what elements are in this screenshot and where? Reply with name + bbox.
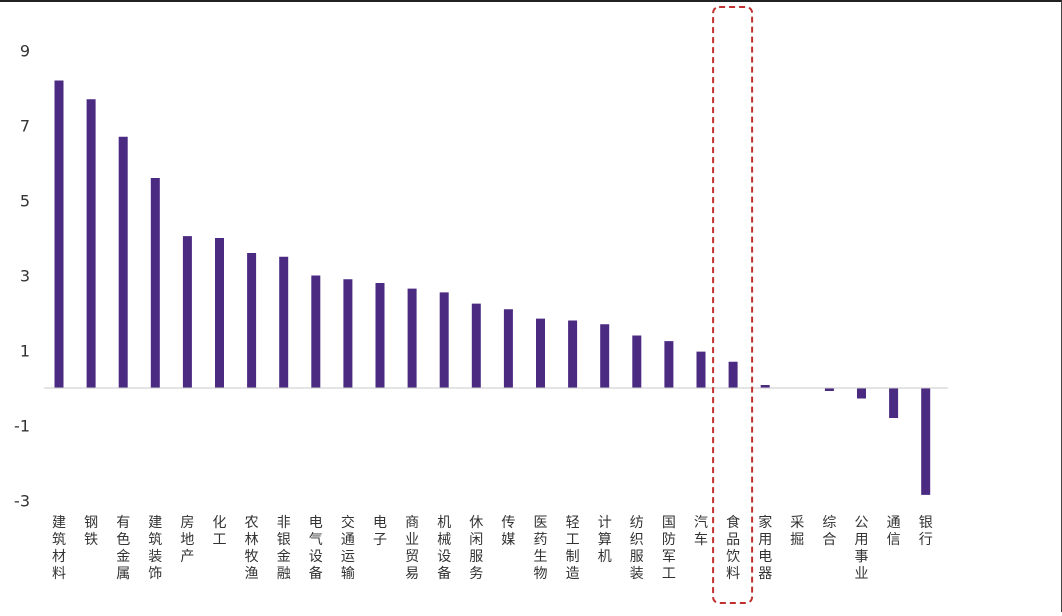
bar: [247, 253, 257, 388]
x-tick-label: 汽车: [694, 515, 708, 548]
y-tick-label: 5: [20, 192, 30, 211]
y-axis-ticks: 9 7 5 3 1 -1 -3: [14, 42, 30, 511]
y-tick-label: -1: [14, 417, 30, 436]
bar: [279, 256, 289, 388]
y-tick-label: 3: [20, 267, 30, 286]
x-tick-label: 化工: [213, 515, 227, 548]
x-tick-label: 通信: [887, 515, 901, 548]
x-tick-label: 房地产: [180, 515, 194, 565]
y-tick-label: 9: [20, 42, 30, 61]
x-tick-label: 机械设备: [437, 515, 451, 582]
bar: [54, 80, 64, 388]
highlight-box: [712, 6, 754, 604]
x-tick-label: 轻工制造: [566, 515, 580, 582]
x-tick-label: 银行: [919, 515, 933, 548]
bar: [696, 351, 706, 388]
x-tick-label: 有色金属: [116, 515, 130, 582]
bar: [375, 283, 385, 388]
bar: [439, 292, 449, 388]
x-tick-label: 非银金融: [277, 515, 291, 582]
bar: [728, 361, 738, 388]
bar: [536, 318, 545, 388]
bar: [215, 238, 224, 388]
bars: [54, 80, 931, 495]
x-tick-label: 农林牧渔: [245, 515, 259, 582]
bar: [118, 136, 128, 388]
x-tick-label: 电子: [373, 515, 387, 548]
x-tick-label: 电气设备: [309, 515, 323, 582]
bar: [407, 288, 417, 388]
x-tick-label: 公用事业: [855, 515, 869, 582]
bar: [568, 320, 578, 388]
x-tick-label: 采掘: [790, 515, 804, 548]
bar: [86, 99, 96, 388]
bar: [921, 388, 931, 495]
bar: [182, 236, 192, 388]
x-tick-label: 计算机: [598, 515, 612, 565]
bar: [150, 178, 160, 388]
x-tick-label: 家用电器: [758, 514, 772, 582]
y-tick-label: 7: [20, 117, 30, 136]
bar: [889, 388, 899, 418]
x-tick-label: 休闲服务: [469, 515, 483, 582]
bar: [343, 279, 353, 388]
x-tick-label: 商业贸易: [405, 515, 419, 582]
bar: [857, 388, 866, 399]
bar: [632, 335, 642, 388]
bar: [600, 324, 610, 388]
bar: [824, 388, 834, 391]
bar: [471, 303, 481, 388]
x-tick-label: 传媒: [501, 515, 515, 548]
bar: [503, 309, 513, 388]
x-axis-labels: 建筑材料 钢铁 有色金属 建筑装饰 房地产 化工 农林牧渔 非银金融 电气设备 交通运输 电子 商业贸…: [52, 514, 933, 582]
bar: [760, 385, 770, 388]
x-tick-label: 建筑装饰: [148, 515, 162, 582]
bar: [664, 341, 674, 388]
x-tick-label: 国防军工: [662, 515, 676, 582]
x-tick-label: 建筑材料: [52, 515, 66, 582]
x-tick-label: 钢铁: [84, 515, 98, 548]
x-tick-label: 纺织服装: [630, 515, 644, 582]
y-tick-label: -3: [14, 492, 30, 511]
y-tick-label: 1: [20, 342, 30, 361]
x-tick-label: 食品饮料: [726, 514, 740, 582]
x-tick-label: 综合: [822, 515, 836, 548]
x-tick-label: 交通运输: [341, 514, 355, 582]
x-tick-label: 医药生物: [534, 515, 548, 582]
bar: [311, 275, 321, 388]
